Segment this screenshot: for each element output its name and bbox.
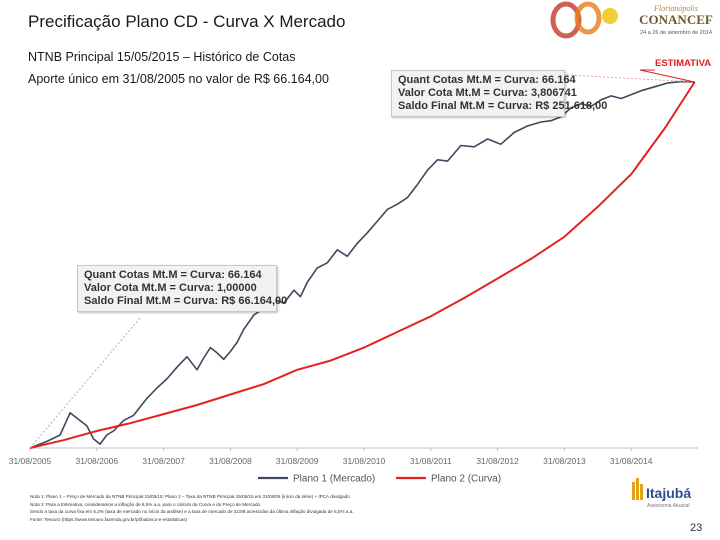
- logo-bottom-tagline: Assessoria Atuarial: [647, 503, 690, 509]
- logo-bottom-text: Itajubá: [646, 485, 691, 501]
- page-number: 23: [690, 522, 703, 534]
- series-line-plano2: [29, 81, 696, 449]
- callout-bottom-line: Saldo Final Mt.M = Curva: R$ 66.164,00: [84, 295, 288, 307]
- chart-legend: Plano 1 (Mercado) Plano 2 (Curva): [258, 474, 501, 485]
- estimativa-arrows: [29, 69, 695, 449]
- x-tick-label: 31/08/2007: [142, 456, 185, 466]
- callout-top-line: Saldo Final Mt.M = Curva: R$ 251.618,00: [398, 100, 608, 112]
- subtitle-contribution: Aporte único em 31/08/2005 no valor de R…: [28, 72, 329, 86]
- legend-label: Plano 1 (Mercado): [293, 474, 375, 485]
- x-tick-label: 31/08/2009: [276, 456, 319, 466]
- x-tick-label: 31/08/2011: [410, 456, 452, 466]
- callout-initial-balance: Quant Cotas Mt.M = Curva: 66.164 Valor C…: [77, 265, 288, 312]
- x-tick-label: 31/08/2008: [209, 456, 252, 466]
- callout-bottom-line: Valor Cota Mt.M = Curva: 1,00000: [84, 282, 257, 294]
- logo-top-dates: 24 a 26 de setembro de 2014: [640, 30, 712, 36]
- series-line-plano1: [29, 80, 695, 449]
- footnotes: Nota 1: Plano 1 – Preço de Mercado da NT…: [30, 493, 354, 523]
- conancef-logo: Florianópolis CONANCEF 24 a 26 de setemb…: [550, 1, 713, 39]
- chart-axes: 31/08/2005 31/08/2006 31/08/2007 31/08/2008…: [9, 447, 698, 466]
- subtitle-bond: NTNB Principal 15/05/2015 – Histórico de…: [28, 50, 296, 64]
- itajuba-logo: Itajubá Assessoria Atuarial: [632, 478, 691, 509]
- callout-top-line: Quant Cotas Mt.M = Curva: 66.164: [398, 74, 576, 86]
- logo-top-text: CONANCEF: [639, 12, 713, 27]
- arrow-bottom-callout: [29, 317, 141, 449]
- callout-bottom-line: Quant Cotas Mt.M = Curva: 66.164: [84, 269, 262, 281]
- footnote: Nota 2: Para a Estimativa, consideramos …: [30, 501, 262, 507]
- x-tick-label: 31/08/2006: [76, 456, 119, 466]
- page-title: Precificação Plano CD - Curva X Mercado: [28, 12, 346, 31]
- x-tick-label: 31/08/2013: [543, 456, 586, 466]
- footnote: Sendo a taxa da curva fixa em 6,3% (taxa…: [30, 509, 354, 515]
- x-tick-label: 31/08/2012: [476, 456, 519, 466]
- chart-series-layer: [29, 80, 696, 449]
- estimativa-label: ESTIMATIVA: [655, 58, 712, 69]
- arrow-estimativa: [639, 69, 695, 83]
- callout-final-balance: Quant Cotas Mt.M = Curva: 66.164 Valor C…: [391, 70, 608, 117]
- legend-label: Plano 2 (Curva): [431, 474, 501, 485]
- callout-top-line: Valor Cota Mt.M = Curva: 3,806741: [398, 87, 577, 99]
- x-tick-label: 31/08/2005: [9, 456, 52, 466]
- x-tick-label: 31/08/2010: [343, 456, 386, 466]
- x-tick-label: 31/08/2014: [610, 456, 653, 466]
- logo-top-tagline: Florianópolis: [653, 4, 698, 13]
- footnote: Nota 1: Plano 1 – Preço de Mercado da NT…: [30, 494, 350, 499]
- footnote-source: Fonte: Tesouro (https://www.tesouro.faze…: [30, 516, 188, 522]
